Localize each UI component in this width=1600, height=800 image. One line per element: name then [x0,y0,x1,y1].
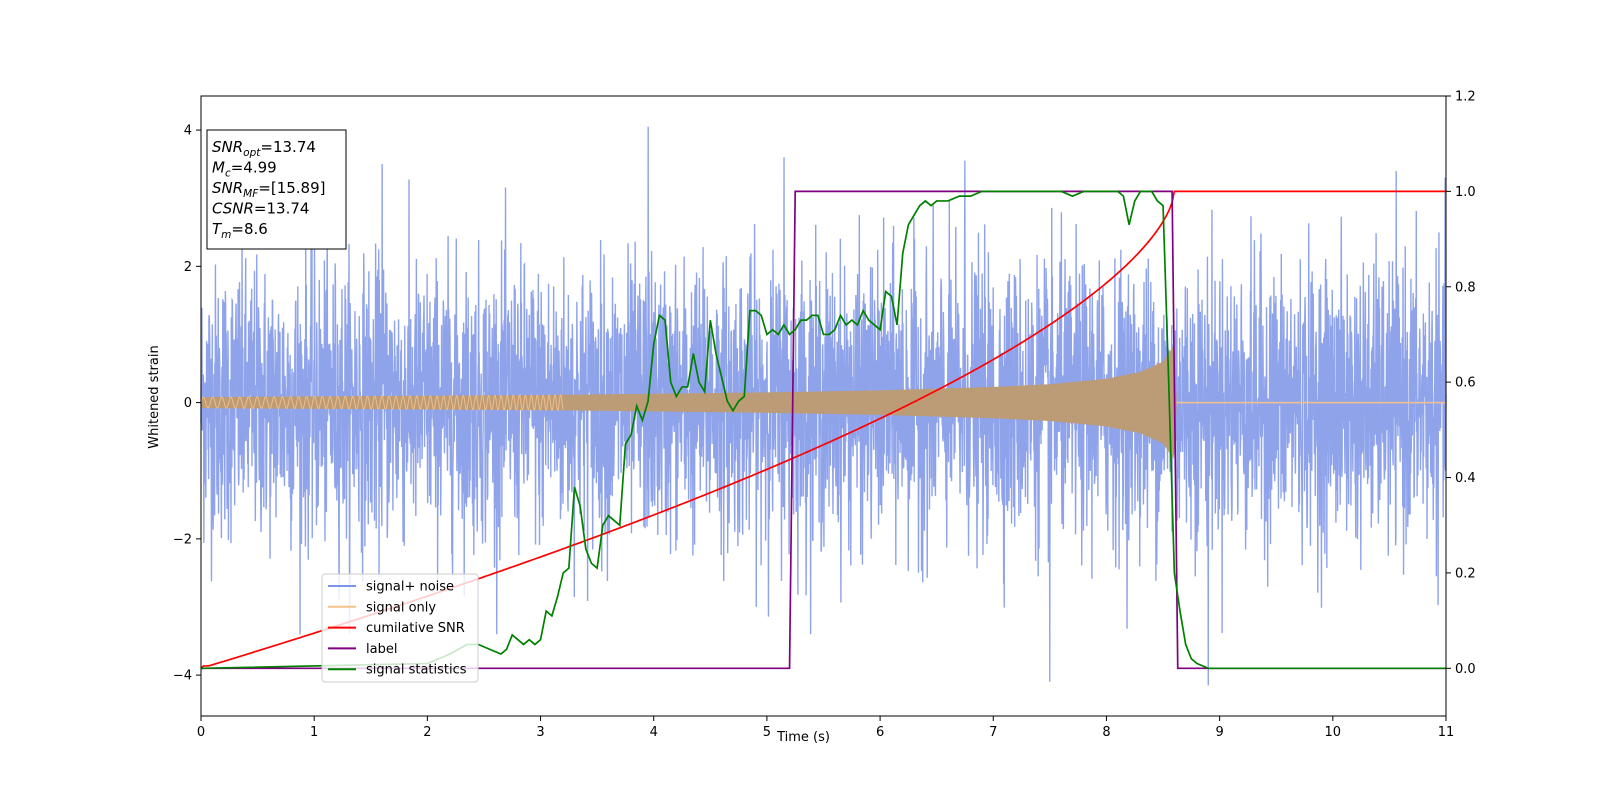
x-tick-label: 4 [650,725,658,740]
signal-only-fill [201,346,1177,460]
x-tick-label: 11 [1438,725,1455,740]
y2-tick-label: 0.0 [1455,662,1476,677]
y2-axis-ticks: 0.0 0.2 0.4 0.6 0.8 1.0 1.2 [1446,90,1476,677]
x-tick-label: 9 [1215,725,1223,740]
info-box: SNRopt=13.74Mc=4.99SNRMF=[15.89]CSNR=13.… [206,129,347,250]
y2-tick-label: 0.8 [1455,280,1476,295]
y-axis-ticks: −4 −2 0 2 4 [173,124,201,684]
y-tick-label: −2 [173,532,192,547]
x-tick-label: 10 [1325,725,1342,740]
series-signal-only [200,346,1446,460]
legend-frame [321,573,479,683]
legend-label: signal only [366,600,436,615]
plot-frame [200,95,1447,717]
x-tick-label: 6 [876,725,884,740]
y2-tick-label: 0.6 [1455,376,1476,391]
info-line: Tm=8.6 [212,220,268,241]
info-line: CSNR=13.74 [212,200,309,218]
y-tick-label: 0 [184,396,192,411]
y2-tick-label: 1.0 [1455,185,1476,200]
signal-statistics-line [200,190,1446,670]
x-axis-ticks: 0 1 2 3 4 5 6 7 8 9 10 11 [197,716,1454,740]
legend-label: label [366,642,397,657]
axes [200,95,1447,717]
info-line: SNRopt=13.74 [212,138,316,159]
y-axis-label: Whitened strain [147,345,162,448]
x-axis-label: Time (s) [776,730,830,745]
x-tick-label: 1 [310,725,318,740]
x-tick-label: 0 [197,725,205,740]
signal-only-line [200,394,564,412]
legend: signal+ noise signal only cumilative SNR la… [321,573,479,683]
x-tick-label: 2 [423,725,431,740]
y2-tick-label: 0.4 [1455,471,1476,486]
info-line: SNRMF=[15.89] [212,179,326,200]
legend-label: signal statistics [366,663,467,678]
y-tick-label: 2 [184,260,192,275]
x-tick-label: 8 [1102,725,1110,740]
legend-label: cumilative SNR [366,621,465,636]
x-tick-label: 5 [763,725,771,740]
y2-tick-label: 0.2 [1455,566,1476,581]
info-box-frame [206,129,347,250]
y-tick-label: 4 [184,124,192,139]
x-tick-label: 3 [536,725,544,740]
legend-label: signal+ noise [366,580,454,595]
y2-tick-label: 1.2 [1455,90,1476,105]
info-line: Mc=4.99 [212,159,277,180]
x-tick-label: 7 [989,725,997,740]
y-tick-label: −4 [173,669,192,684]
